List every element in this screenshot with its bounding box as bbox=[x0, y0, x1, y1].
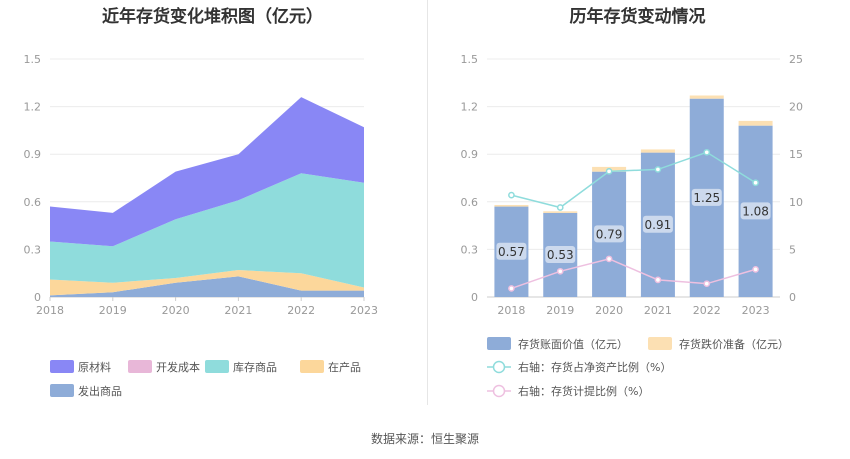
panel-divider bbox=[427, 0, 428, 405]
right-y-tick: 0.6 bbox=[461, 196, 479, 209]
impairment-bar bbox=[543, 211, 578, 213]
right-y-tick: 0.3 bbox=[461, 243, 479, 256]
left-y-tick: 1.2 bbox=[24, 101, 42, 114]
legend-swatch bbox=[50, 384, 74, 397]
data-source: 数据来源：恒生聚源 bbox=[370, 432, 479, 446]
right-y2-tick: 0 bbox=[789, 291, 796, 304]
bar-label-bg bbox=[642, 215, 673, 233]
line-point bbox=[508, 191, 515, 199]
left-y-tick: 1.5 bbox=[24, 53, 42, 66]
right-y2-tick: 20 bbox=[789, 101, 803, 114]
legend-swatch bbox=[205, 360, 229, 373]
right-x-tick: 2021 bbox=[644, 304, 672, 317]
legend-marker bbox=[492, 360, 506, 374]
legend-label: 原材料 bbox=[78, 360, 111, 374]
right-y2-tick: 5 bbox=[789, 243, 796, 256]
legend-label: 存货跌价准备（亿元） bbox=[679, 337, 789, 351]
legend-swatch bbox=[487, 337, 511, 350]
left-x-tick: 2019 bbox=[99, 304, 127, 317]
legend-label: 存货账面价值（亿元） bbox=[518, 337, 628, 351]
impairment-bar bbox=[689, 95, 724, 99]
area-在产品 bbox=[50, 270, 364, 296]
impairment-bar bbox=[640, 149, 675, 153]
area-发出商品 bbox=[50, 276, 364, 297]
bar-value-label: 0.57 bbox=[498, 245, 525, 259]
bar-value-label: 0.91 bbox=[645, 218, 672, 232]
right-x-tick: 2018 bbox=[497, 304, 525, 317]
bar-value-label: 0.53 bbox=[547, 248, 574, 262]
right-x-tick: 2019 bbox=[546, 304, 574, 317]
left-y-tick: 0.9 bbox=[24, 148, 42, 161]
left-y-tick: 0.3 bbox=[24, 243, 42, 256]
legend-swatch bbox=[128, 360, 152, 373]
legend-label: 发出商品 bbox=[78, 384, 122, 398]
right-y-tick: 0 bbox=[471, 291, 478, 304]
bar-value-label: 1.25 bbox=[693, 191, 720, 205]
right-x-tick: 2022 bbox=[693, 304, 721, 317]
bar-label-bg bbox=[545, 245, 576, 263]
legend-label: 右轴：存货计提比例（%） bbox=[518, 384, 649, 398]
right-y2-tick: 10 bbox=[789, 196, 803, 209]
line-point bbox=[508, 285, 515, 292]
legend-swatch bbox=[300, 360, 324, 373]
legend-swatch bbox=[648, 337, 672, 350]
area-原材料 bbox=[50, 97, 364, 247]
charts-canvas: 0 0.3 0.6 0.9 1.2 1.5 2018 2019 2020 2021 2022 2023… bbox=[24, 53, 804, 398]
line-point bbox=[605, 255, 613, 263]
left-chart-title: 近年存货变化堆积图（亿元） bbox=[102, 7, 323, 27]
bar-value-label: 0.79 bbox=[596, 227, 623, 241]
bar-label-bg bbox=[594, 225, 625, 243]
left-x-tick: 2021 bbox=[224, 304, 252, 317]
line-point bbox=[654, 166, 662, 173]
left-x-tick: 2018 bbox=[36, 304, 64, 317]
right-y-tick: 0.9 bbox=[461, 148, 479, 161]
line-point bbox=[556, 204, 564, 211]
right-x-tick: 2023 bbox=[742, 304, 770, 317]
line-point bbox=[752, 266, 759, 273]
left-x-tick: 2022 bbox=[287, 304, 315, 317]
left-y-tick: 0 bbox=[34, 291, 41, 304]
area-库存商品 bbox=[50, 173, 364, 288]
legend-marker bbox=[492, 384, 506, 398]
right-y2-tick: 15 bbox=[789, 148, 803, 161]
legend-label: 在产品 bbox=[328, 360, 361, 374]
line-point bbox=[703, 148, 711, 156]
left-y-tick: 0.6 bbox=[24, 196, 42, 209]
legend-swatch bbox=[50, 360, 74, 373]
bar-label-bg bbox=[691, 188, 722, 206]
line-point bbox=[703, 280, 711, 288]
legend-label: 库存商品 bbox=[233, 360, 277, 374]
right-y-tick: 1.2 bbox=[461, 101, 479, 114]
legend-label: 右轴：存货占净资产比例（%） bbox=[518, 360, 671, 374]
right-chart-title: 历年存货变动情况 bbox=[569, 7, 706, 27]
line-point bbox=[556, 267, 564, 275]
line-右轴：存货占净资产比例（%） bbox=[511, 151, 756, 209]
bar-label-bg bbox=[740, 202, 771, 220]
right-y2-tick: 25 bbox=[789, 53, 803, 66]
line-point bbox=[654, 276, 662, 284]
line-point bbox=[605, 167, 613, 175]
right-x-tick: 2020 bbox=[595, 304, 623, 317]
impairment-bar bbox=[738, 120, 773, 126]
bar-label-bg bbox=[496, 242, 527, 260]
left-x-tick: 2023 bbox=[350, 304, 378, 317]
impairment-bar bbox=[494, 204, 529, 207]
right-y-tick: 1.5 bbox=[461, 53, 479, 66]
line-右轴：存货计提比例（%） bbox=[511, 258, 756, 290]
legend-label: 开发成本 bbox=[156, 360, 200, 374]
left-x-tick: 2020 bbox=[162, 304, 190, 317]
line-point bbox=[752, 179, 759, 187]
bar-value-label: 1.08 bbox=[742, 204, 769, 218]
